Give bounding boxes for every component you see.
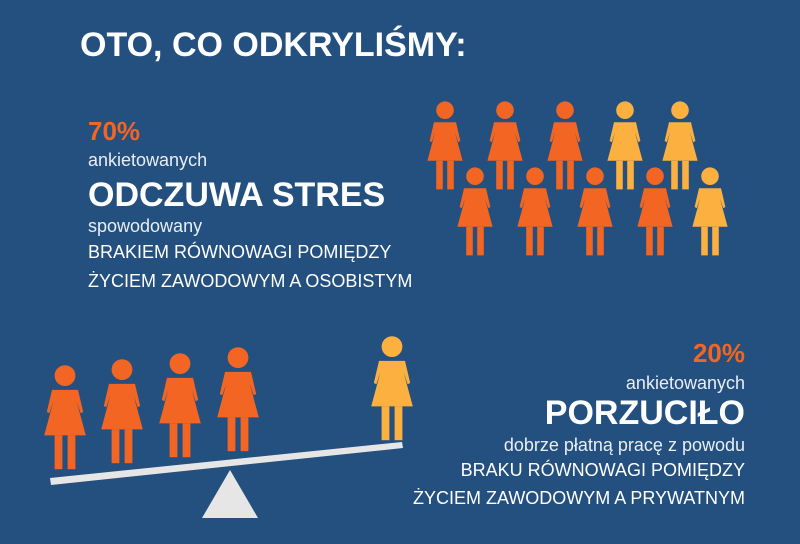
text: spowodowany (88, 216, 202, 236)
text: ankietowanych (88, 150, 207, 170)
people-group (427, 101, 728, 256)
text: dobrze płatną pracę z powodu (504, 435, 745, 455)
text: ŻYCIEM ZAWODOWYM A PRYWATNYM (413, 488, 745, 508)
percent: 20% (693, 338, 745, 368)
text: ŻYCIEM ZAWODOWYM A OSOBISTYM (88, 271, 412, 291)
seesaw (44, 336, 413, 518)
headline: PORZUCIŁO (545, 394, 745, 432)
text: BRAKIEM RÓWNOWAGI POMIĘDZY (88, 241, 391, 262)
text: ankietowanych (626, 373, 745, 393)
headline: ODCZUWA STRES (88, 176, 385, 214)
percent: 70% (88, 116, 140, 146)
title: OTO, CO ODKRYLIŚMY: (80, 26, 467, 64)
text: BRAKU RÓWNOWAGI POMIĘDZY (461, 459, 745, 480)
